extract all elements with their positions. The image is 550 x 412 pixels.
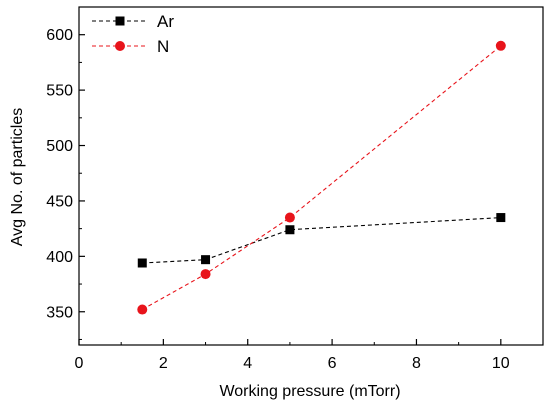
data-point-n — [137, 304, 148, 315]
legend-label-n: N — [157, 37, 169, 56]
x-tick-label: 8 — [412, 355, 421, 372]
y-tick-label: 400 — [46, 249, 73, 266]
y-tick-label: 500 — [46, 138, 73, 155]
data-point-ar — [285, 225, 295, 235]
plot-border — [78, 6, 544, 346]
series-layer — [137, 40, 506, 315]
data-point-ar — [496, 213, 506, 223]
legend-label-ar: Ar — [157, 12, 174, 31]
x-axis-label: Working pressure (mTorr) — [219, 383, 400, 400]
legend: Ar N — [92, 12, 174, 56]
x-tick-label: 4 — [243, 355, 252, 372]
x-tick-label: 2 — [159, 355, 168, 372]
data-point-ar — [137, 258, 147, 268]
y-axis: 350 400 450 500 550 600 — [46, 27, 85, 340]
y-tick-label: 600 — [46, 27, 73, 44]
series-line-n — [142, 45, 502, 310]
y-tick-label: 450 — [46, 193, 73, 210]
series-line-ar — [142, 217, 501, 264]
x-tick-label: 10 — [492, 355, 510, 372]
y-tick-label: 550 — [46, 83, 73, 100]
data-point-n — [200, 269, 211, 280]
legend-marker-n — [115, 41, 125, 51]
y-axis-label: Avg No. of particles — [9, 108, 26, 246]
legend-marker-ar — [115, 16, 125, 26]
x-tick-label: 0 — [75, 355, 84, 372]
data-point-ar — [201, 255, 211, 265]
x-axis: 0 2 4 6 8 10 — [75, 339, 510, 372]
data-point-n — [284, 212, 295, 223]
data-point-n — [495, 40, 506, 51]
y-tick-label: 350 — [46, 304, 73, 321]
x-tick-label: 6 — [328, 355, 337, 372]
plot-area — [78, 6, 544, 346]
